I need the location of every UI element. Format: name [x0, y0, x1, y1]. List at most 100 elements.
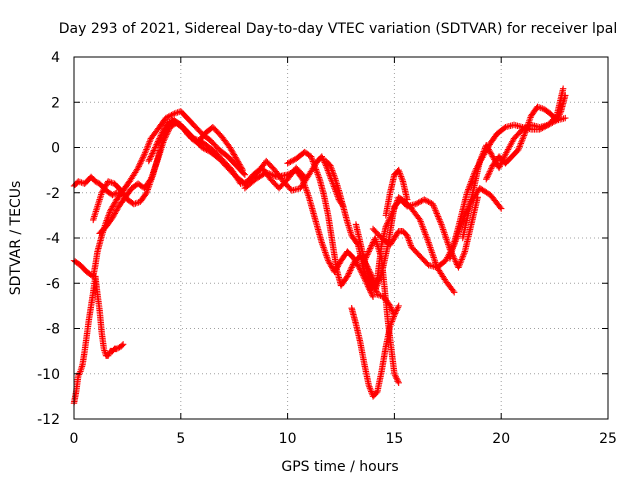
- data-point: [487, 166, 494, 174]
- data-point: [496, 204, 504, 211]
- data-point: [434, 211, 441, 219]
- data-point: [364, 251, 371, 258]
- data-point: [156, 133, 164, 141]
- y-tick-label: -2: [46, 186, 60, 202]
- series-arc-8: [284, 148, 398, 319]
- data-point: [496, 163, 503, 170]
- data-point: [138, 157, 145, 164]
- data-point: [371, 286, 379, 294]
- data-point: [363, 252, 370, 260]
- data-point: [240, 170, 248, 177]
- data-point: [151, 144, 159, 151]
- data-point: [142, 190, 149, 198]
- chart-title: Day 293 of 2021, Sidereal Day-to-day VTE…: [59, 21, 617, 37]
- y-tick-label: -10: [37, 367, 60, 383]
- data-point: [369, 292, 376, 299]
- data-point: [318, 153, 325, 160]
- data-point: [421, 196, 428, 203]
- data-point: [189, 134, 196, 141]
- data-point: [345, 270, 353, 277]
- data-point: [154, 139, 161, 147]
- x-tick-label: 20: [492, 431, 510, 447]
- data-point: [391, 372, 399, 379]
- data-point: [392, 308, 400, 316]
- data-point: [161, 136, 168, 143]
- data-point: [140, 152, 147, 159]
- data-point: [497, 161, 504, 169]
- data-point: [93, 178, 100, 186]
- data-point: [434, 213, 442, 220]
- data-point: [366, 246, 373, 254]
- series-arc-17: [483, 92, 569, 183]
- data-point: [501, 152, 508, 159]
- data-point: [436, 218, 444, 225]
- data-point: [287, 158, 294, 166]
- data-point: [145, 157, 152, 165]
- data-point: [165, 113, 172, 120]
- data-point: [391, 310, 399, 317]
- data-point: [557, 109, 564, 117]
- data-point: [157, 132, 165, 139]
- data-point: [422, 197, 429, 204]
- y-axis-label: SDTVAR / TECUs: [8, 181, 24, 296]
- data-point: [164, 114, 171, 121]
- data-point: [320, 156, 327, 163]
- data-point: [382, 223, 390, 230]
- data-point: [423, 197, 431, 205]
- data-point: [346, 268, 353, 276]
- data-point: [164, 128, 172, 135]
- data-point: [556, 111, 563, 118]
- data-point: [393, 375, 400, 382]
- data-point: [394, 304, 402, 311]
- data-point: [263, 169, 270, 176]
- grid-layer: [74, 57, 608, 419]
- series-arc-11: [348, 302, 402, 400]
- series-arc-7: [241, 166, 377, 301]
- data-point: [431, 205, 439, 212]
- data-point: [391, 311, 398, 319]
- data-point: [554, 114, 562, 121]
- data-point: [319, 154, 326, 162]
- data-point: [451, 256, 459, 264]
- data-point: [137, 158, 145, 166]
- data-point: [270, 172, 278, 179]
- data-point: [369, 280, 376, 288]
- data-point: [416, 198, 424, 205]
- data-point: [433, 210, 440, 217]
- data-point: [365, 248, 372, 255]
- data-point: [360, 258, 367, 266]
- data-point: [104, 352, 112, 359]
- data-point: [391, 370, 398, 377]
- data-layer: [70, 85, 569, 407]
- data-point: [483, 174, 491, 181]
- data-point: [368, 279, 375, 286]
- data-point: [368, 242, 375, 249]
- data-point: [362, 254, 370, 261]
- series-arc-16: [459, 85, 567, 242]
- data-point: [267, 171, 275, 178]
- data-point: [266, 170, 273, 177]
- data-point: [152, 142, 160, 150]
- data-point: [288, 169, 296, 176]
- data-point: [394, 305, 401, 313]
- data-point: [146, 154, 154, 162]
- data-point: [238, 165, 246, 172]
- data-point: [146, 156, 153, 163]
- data-point: [347, 265, 355, 273]
- data-point: [430, 203, 438, 211]
- x-tick-label: 15: [385, 431, 403, 447]
- data-point: [425, 198, 432, 205]
- data-point: [168, 111, 175, 119]
- data-point: [495, 164, 503, 172]
- data-point: [139, 155, 146, 163]
- y-tick-label: -6: [46, 276, 60, 292]
- data-point: [156, 135, 163, 142]
- data-point: [287, 169, 294, 177]
- data-point: [485, 171, 492, 178]
- y-tick-label: -8: [46, 322, 60, 338]
- data-point: [452, 258, 459, 265]
- data-point: [366, 276, 374, 283]
- data-point: [559, 85, 567, 92]
- data-point: [139, 154, 147, 161]
